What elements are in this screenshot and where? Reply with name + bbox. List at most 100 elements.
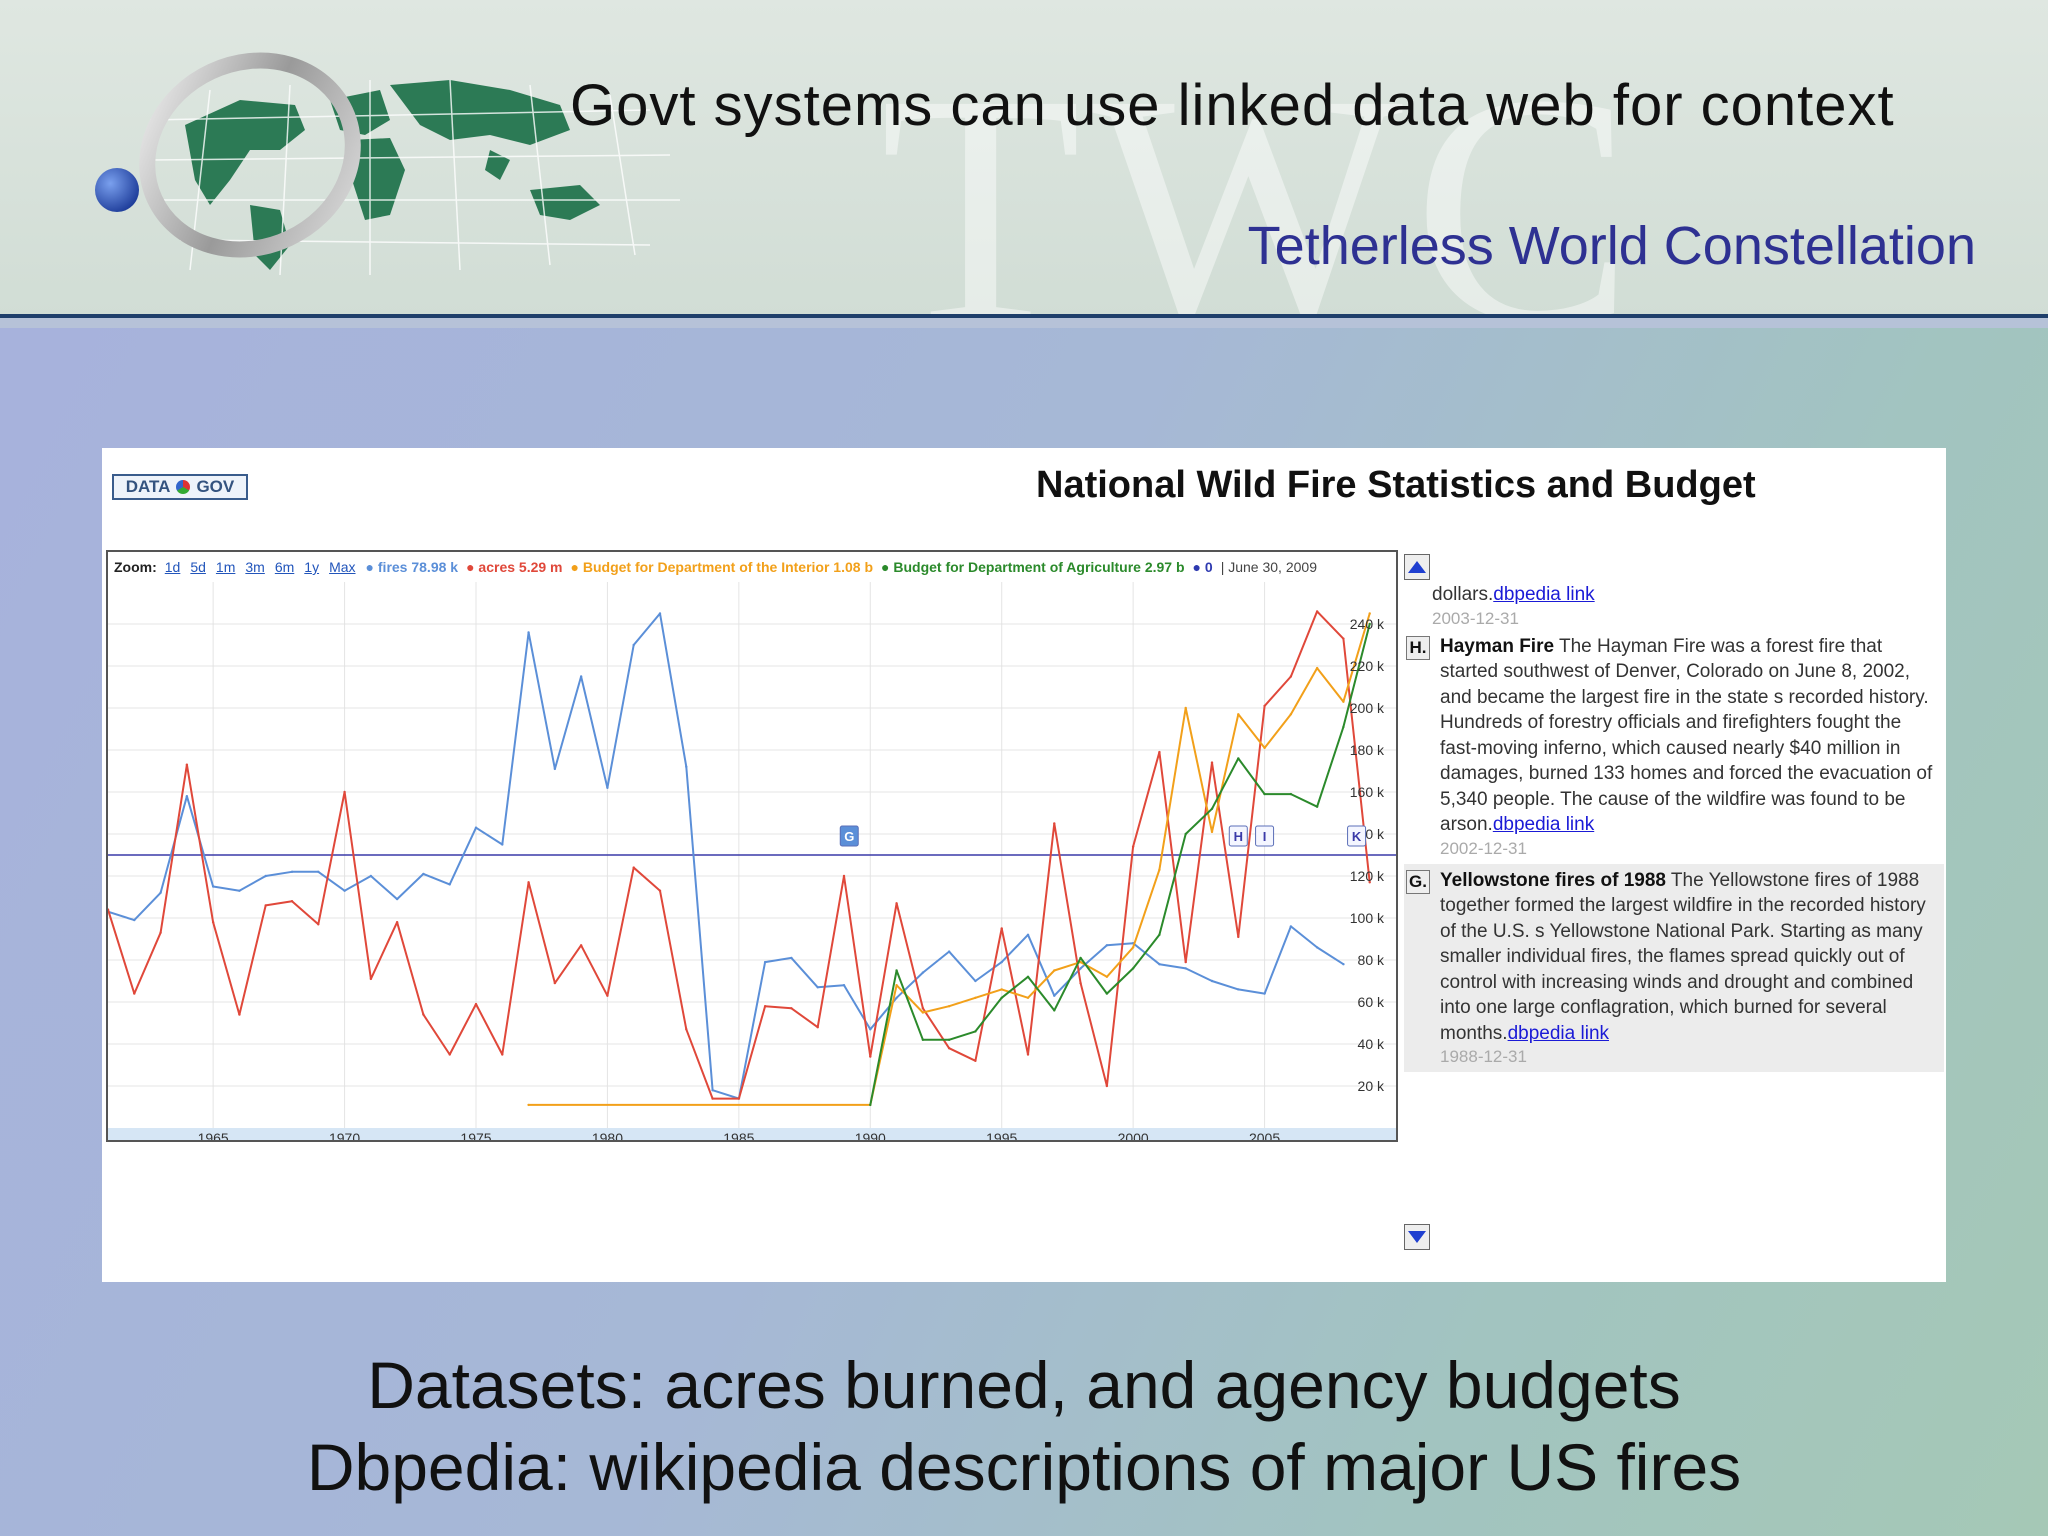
- data-point: [790, 956, 793, 960]
- data-point: [1079, 960, 1082, 964]
- data-point: [1000, 988, 1003, 991]
- annotation-fragment-text: dollars.: [1432, 584, 1494, 605]
- annotations-list[interactable]: dollars.dbpedia link 2003-12-31 H. Hayma…: [1404, 582, 1944, 1222]
- data-point: [1368, 622, 1371, 626]
- zoom-1d-link[interactable]: 1d: [164, 559, 181, 575]
- zoom-5d-link[interactable]: 5d: [190, 559, 206, 575]
- annotation-letter-g: G.: [1406, 869, 1430, 894]
- data-point: [527, 881, 530, 884]
- x-tick-label: 1990: [855, 1130, 886, 1142]
- x-axis-band: [108, 1128, 1396, 1140]
- data-point: [658, 612, 662, 615]
- data-point: [211, 921, 215, 924]
- y-tick-label: 100 k: [1350, 910, 1385, 926]
- annotation-dbpedia-link[interactable]: dbpedia link: [1507, 1022, 1610, 1044]
- event-marker-h: [1228, 825, 1248, 847]
- data-point: [1053, 1009, 1056, 1012]
- data-point: [1210, 807, 1214, 810]
- data-point: [1184, 706, 1187, 710]
- data-point: [317, 870, 320, 873]
- data-point: [974, 1059, 977, 1062]
- data-point: [1000, 960, 1003, 964]
- legend-zero-text: 0: [1204, 559, 1213, 575]
- legend-fires-text: fires 78.98 k: [377, 559, 459, 575]
- data-point: [264, 904, 267, 907]
- legend-zero: ● 0: [1192, 559, 1213, 575]
- data-point: [1184, 960, 1187, 964]
- data-point: [895, 969, 898, 972]
- data-point: [527, 631, 530, 634]
- data-point: [974, 979, 977, 983]
- y-tick-label: 220 k: [1350, 658, 1385, 674]
- data-point: [1342, 963, 1345, 966]
- data-point: [211, 885, 215, 888]
- data-point: [1315, 666, 1319, 670]
- annotation-item-h[interactable]: H. Hayman Fire The Hayman Fire was a for…: [1404, 630, 1944, 864]
- data-point: [1289, 675, 1293, 678]
- zoom-1y-link[interactable]: 1y: [304, 559, 320, 575]
- data-point: [422, 872, 425, 876]
- data-point: [711, 1089, 714, 1092]
- annotations-scroll-up-button[interactable]: [1404, 554, 1430, 580]
- annotation-fragment-link[interactable]: dbpedia link: [1493, 584, 1595, 605]
- data-point: [737, 1097, 741, 1100]
- annotation-item-g[interactable]: G. Yellowstone fires of 1988 The Yellows…: [1404, 863, 1944, 1072]
- data-point: [895, 996, 898, 999]
- data-point: [317, 923, 320, 926]
- header-divider: [0, 314, 2048, 318]
- slide-title: Govt systems can use linked data web for…: [570, 73, 1895, 138]
- data-point: [553, 767, 557, 771]
- data-point: [579, 944, 583, 947]
- data-point: [579, 675, 583, 678]
- data-point: [290, 870, 294, 873]
- zoom-6m-link[interactable]: 6m: [274, 559, 295, 575]
- data-point: [1237, 988, 1240, 991]
- zoom-3m-link[interactable]: 3m: [245, 559, 265, 575]
- annotation-dbpedia-link[interactable]: dbpedia link: [1492, 814, 1595, 835]
- data-point: [1342, 637, 1345, 640]
- data-point: [343, 889, 346, 892]
- data-point: [685, 765, 688, 768]
- zoom-1m-link[interactable]: 1m: [215, 559, 236, 575]
- zoom-max-link[interactable]: Max: [329, 559, 356, 575]
- data-point: [108, 908, 110, 911]
- data-point: [133, 918, 136, 922]
- data-point: [185, 763, 189, 766]
- event-marker-label: K: [1352, 829, 1362, 844]
- data-point: [422, 1013, 425, 1016]
- x-tick-label: 1980: [592, 1130, 623, 1142]
- series-line-0: [108, 612, 1344, 1100]
- data-point: [947, 1038, 951, 1041]
- data-point: [1158, 963, 1161, 966]
- data-gov-logo-left: DATA: [125, 477, 171, 496]
- data-point: [1105, 1084, 1109, 1088]
- data-point: [133, 992, 136, 995]
- data-point: [921, 971, 925, 974]
- data-point: [527, 1103, 530, 1107]
- screenshot-panel: DATA GOV National Wild Fire Statistics a…: [102, 448, 1946, 1282]
- x-tick-label: 1975: [460, 1130, 491, 1142]
- data-point: [632, 643, 635, 647]
- data-point: [1079, 956, 1082, 960]
- data-point: [606, 786, 609, 789]
- data-point: [369, 977, 373, 981]
- annotations-scroll-down-button[interactable]: [1404, 1224, 1430, 1250]
- data-point: [1263, 746, 1266, 750]
- event-marker-label: H: [1234, 829, 1243, 844]
- data-point: [1053, 969, 1056, 972]
- data-gov-emblem-icon: [176, 480, 191, 494]
- data-point: [1158, 750, 1161, 754]
- data-point: [816, 986, 819, 989]
- data-gov-logo[interactable]: DATA GOV: [112, 474, 248, 500]
- chart-plot[interactable]: 1965 1970 1975 1980 1985 1990 1995 2000 2005 20 k…: [108, 582, 1396, 1142]
- data-point: [395, 897, 399, 901]
- data-point: [869, 1103, 872, 1107]
- y-tick-label: 120 k: [1350, 868, 1385, 884]
- data-point: [553, 981, 557, 985]
- legend-agriculture-text: Budget for Department of Agriculture 2.9…: [893, 559, 1185, 575]
- data-point: [842, 874, 846, 878]
- caption-line-1: Datasets: acres burned, and agency budge…: [367, 1348, 1681, 1422]
- data-point: [1026, 1053, 1030, 1056]
- chart-title: National Wild Fire Statistics and Budget: [1036, 464, 1756, 506]
- data-point: [763, 960, 767, 964]
